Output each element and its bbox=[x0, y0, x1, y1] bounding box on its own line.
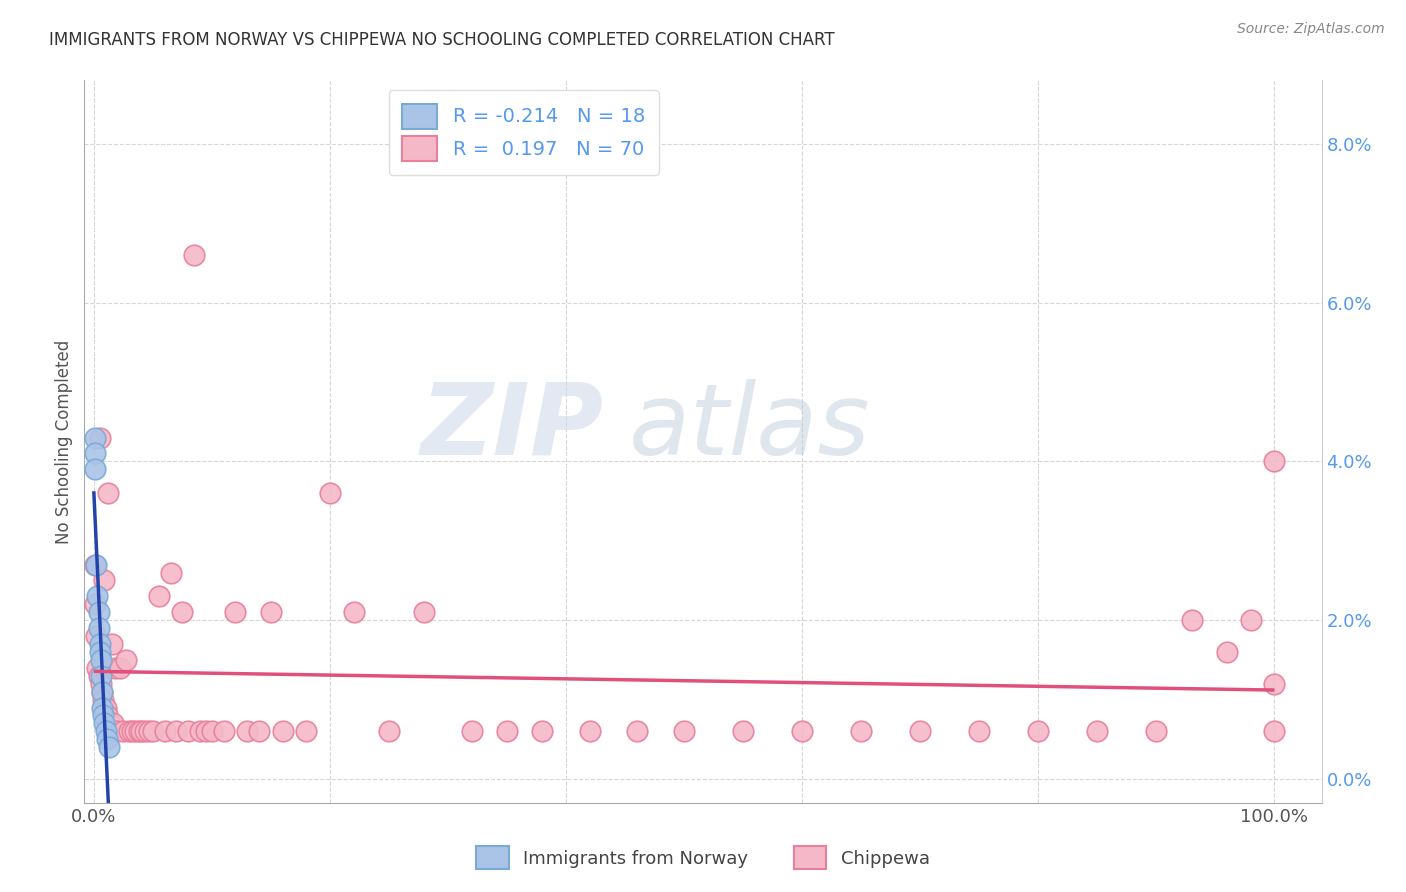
Point bbox=[673, 724, 696, 739]
Point bbox=[792, 724, 814, 739]
Point bbox=[128, 724, 150, 739]
Point bbox=[1144, 724, 1167, 739]
Point bbox=[183, 248, 205, 262]
Point bbox=[91, 692, 114, 706]
Point bbox=[108, 661, 131, 675]
Point bbox=[159, 566, 181, 580]
Point bbox=[89, 645, 111, 659]
Point bbox=[89, 637, 111, 651]
Point bbox=[177, 724, 200, 739]
Point bbox=[98, 716, 121, 731]
Point bbox=[90, 669, 112, 683]
Point bbox=[172, 605, 194, 619]
Point bbox=[271, 724, 294, 739]
Point bbox=[134, 724, 156, 739]
Point bbox=[531, 724, 554, 739]
Point bbox=[201, 724, 224, 739]
Point bbox=[626, 724, 648, 739]
Point bbox=[86, 590, 108, 604]
Point bbox=[236, 724, 259, 739]
Point bbox=[496, 724, 519, 739]
Point bbox=[86, 661, 108, 675]
Point bbox=[319, 486, 342, 500]
Text: ZIP: ZIP bbox=[420, 378, 605, 475]
Point bbox=[1085, 724, 1108, 739]
Point bbox=[91, 700, 114, 714]
Point bbox=[94, 724, 117, 739]
Point bbox=[84, 431, 107, 445]
Point bbox=[378, 724, 401, 739]
Point bbox=[1263, 454, 1285, 468]
Text: atlas: atlas bbox=[628, 378, 870, 475]
Point bbox=[124, 724, 146, 739]
Point bbox=[84, 558, 107, 572]
Point bbox=[733, 724, 755, 739]
Point bbox=[121, 724, 143, 739]
Point bbox=[1240, 613, 1263, 627]
Point bbox=[112, 724, 135, 739]
Point bbox=[84, 462, 107, 476]
Point bbox=[84, 446, 107, 460]
Point bbox=[1263, 724, 1285, 739]
Point bbox=[87, 621, 110, 635]
Point bbox=[90, 653, 112, 667]
Point bbox=[342, 605, 364, 619]
Point bbox=[97, 486, 120, 500]
Point bbox=[165, 724, 187, 739]
Point bbox=[96, 708, 118, 723]
Point bbox=[118, 724, 141, 739]
Point bbox=[96, 732, 118, 747]
Point bbox=[87, 605, 110, 619]
Point bbox=[1026, 724, 1049, 739]
Point bbox=[1181, 613, 1204, 627]
Point bbox=[104, 661, 127, 675]
Point bbox=[142, 724, 165, 739]
Point bbox=[224, 605, 246, 619]
Point bbox=[1216, 645, 1239, 659]
Point bbox=[188, 724, 211, 739]
Text: Source: ZipAtlas.com: Source: ZipAtlas.com bbox=[1237, 22, 1385, 37]
Point bbox=[101, 716, 124, 731]
Point bbox=[94, 700, 117, 714]
Point bbox=[153, 724, 176, 739]
Point bbox=[87, 669, 110, 683]
Point bbox=[91, 684, 114, 698]
Point bbox=[212, 724, 235, 739]
Point bbox=[91, 708, 114, 723]
Point bbox=[260, 605, 283, 619]
Point bbox=[114, 653, 136, 667]
Point bbox=[93, 574, 115, 588]
Point bbox=[460, 724, 482, 739]
Point bbox=[295, 724, 318, 739]
Point bbox=[578, 724, 600, 739]
Point bbox=[84, 558, 107, 572]
Point bbox=[194, 724, 217, 739]
Point bbox=[98, 740, 121, 755]
Point bbox=[89, 431, 111, 445]
Point bbox=[84, 629, 107, 643]
Point bbox=[90, 676, 112, 690]
Point bbox=[138, 724, 160, 739]
Legend: R = -0.214   N = 18, R =  0.197   N = 70: R = -0.214 N = 18, R = 0.197 N = 70 bbox=[388, 90, 658, 175]
Point bbox=[910, 724, 932, 739]
Point bbox=[93, 716, 115, 731]
Point bbox=[100, 637, 122, 651]
Text: IMMIGRANTS FROM NORWAY VS CHIPPEWA NO SCHOOLING COMPLETED CORRELATION CHART: IMMIGRANTS FROM NORWAY VS CHIPPEWA NO SC… bbox=[49, 31, 835, 49]
Point bbox=[851, 724, 873, 739]
Point bbox=[1263, 676, 1285, 690]
Point bbox=[129, 724, 152, 739]
Point bbox=[107, 724, 129, 739]
Legend: Immigrants from Norway, Chippewa: Immigrants from Norway, Chippewa bbox=[467, 838, 939, 879]
Point bbox=[148, 590, 170, 604]
Point bbox=[84, 597, 107, 611]
Point bbox=[413, 605, 436, 619]
Y-axis label: No Schooling Completed: No Schooling Completed bbox=[55, 340, 73, 543]
Point bbox=[967, 724, 990, 739]
Point bbox=[247, 724, 270, 739]
Point bbox=[91, 684, 114, 698]
